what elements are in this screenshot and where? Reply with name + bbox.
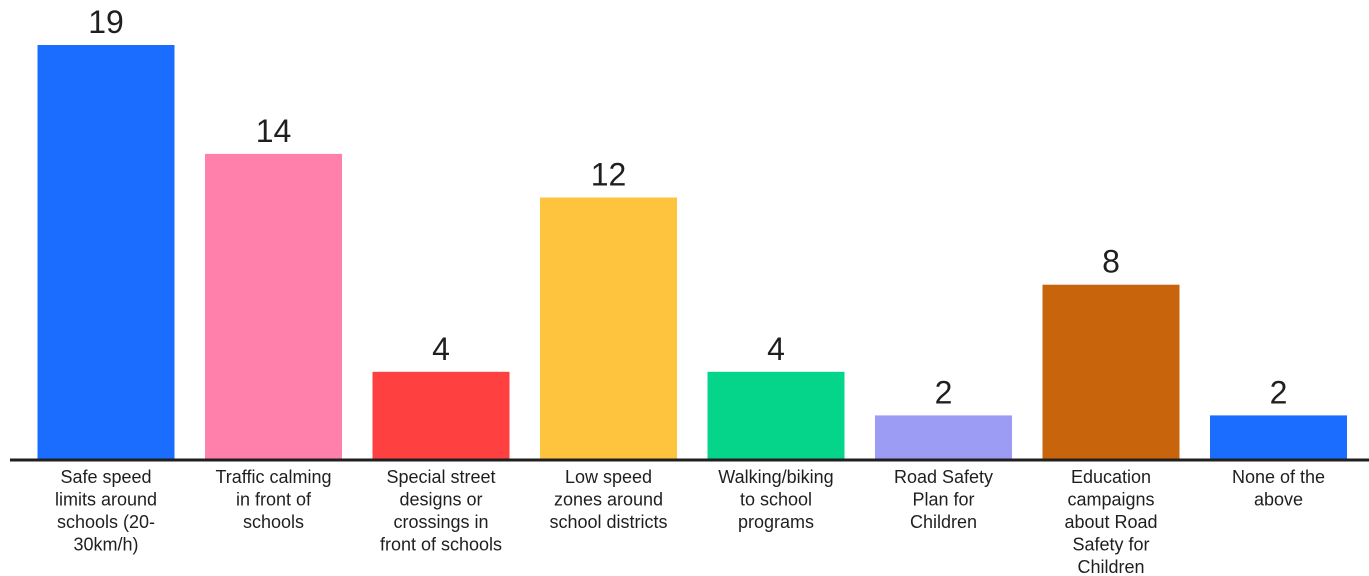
bars-group xyxy=(37,45,1347,459)
category-label-4: Low speed zones around school districts xyxy=(549,467,667,532)
value-label-4: 12 xyxy=(591,157,627,193)
value-label-2: 14 xyxy=(256,113,292,149)
value-label-3: 4 xyxy=(432,331,450,367)
value-label-1: 19 xyxy=(88,4,124,40)
category-label-7: Education campaigns about Road Safety for Ch… xyxy=(1064,467,1157,576)
bar-7 xyxy=(1042,284,1180,459)
category-label-1: Safe speed limits around schools (20-30km/… xyxy=(55,467,157,555)
category-label-6: Road Safety Plan for Children xyxy=(894,467,993,532)
bar-6 xyxy=(875,415,1012,459)
bar-1 xyxy=(37,45,175,459)
category-label-3: Special street designs or crossings in fron… xyxy=(380,467,502,555)
bar-2 xyxy=(205,153,342,459)
category-label-2: Traffic calming in front of schools xyxy=(215,467,331,532)
value-label-7: 8 xyxy=(1102,244,1120,280)
bar-5 xyxy=(707,371,845,459)
category-label-8: None of the above xyxy=(1232,467,1325,510)
bar-8 xyxy=(1210,415,1347,459)
value-label-6: 2 xyxy=(935,374,953,410)
category-labels-group: Safe speed limits around schools (20-30km/… xyxy=(55,467,1325,576)
value-label-8: 2 xyxy=(1270,374,1288,410)
value-labels-group: 19 14 4 12 4 2 8 2 xyxy=(88,4,1287,410)
category-label-5: Walking/biking to school programs xyxy=(718,467,833,532)
bar-3 xyxy=(372,371,510,459)
bar-4 xyxy=(540,197,677,459)
value-label-5: 4 xyxy=(767,331,785,367)
